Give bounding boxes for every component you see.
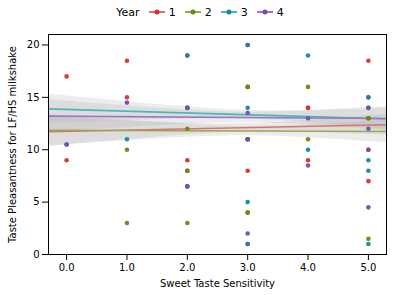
html-text:Year: Year	[116, 5, 140, 19]
svg-text:0: 0	[33, 249, 39, 260]
html-text:4: 4	[276, 5, 284, 19]
svg-text:5: 5	[33, 196, 39, 207]
html-text:2: 2	[204, 5, 212, 19]
svg-text:Sweet Taste Sensitivity: Sweet Taste Sensitivity	[160, 278, 275, 289]
svg-text:5.0: 5.0	[360, 262, 376, 273]
svg-text:4.0: 4.0	[300, 262, 316, 273]
svg-text:0.0: 0.0	[59, 262, 75, 273]
html-text:1: 1	[168, 5, 176, 19]
html-text:3: 3	[240, 5, 248, 19]
svg-text:20: 20	[27, 39, 40, 50]
svg-text:3.0: 3.0	[240, 262, 256, 273]
svg-text:10: 10	[27, 144, 40, 155]
svg-text:15: 15	[27, 92, 40, 103]
svg-text:1.0: 1.0	[119, 262, 135, 273]
svg-text:Taste Pleasantness for LF/HS m: Taste Pleasantness for LF/HS milkshake	[7, 46, 18, 244]
svg-text:2.0: 2.0	[179, 262, 195, 273]
